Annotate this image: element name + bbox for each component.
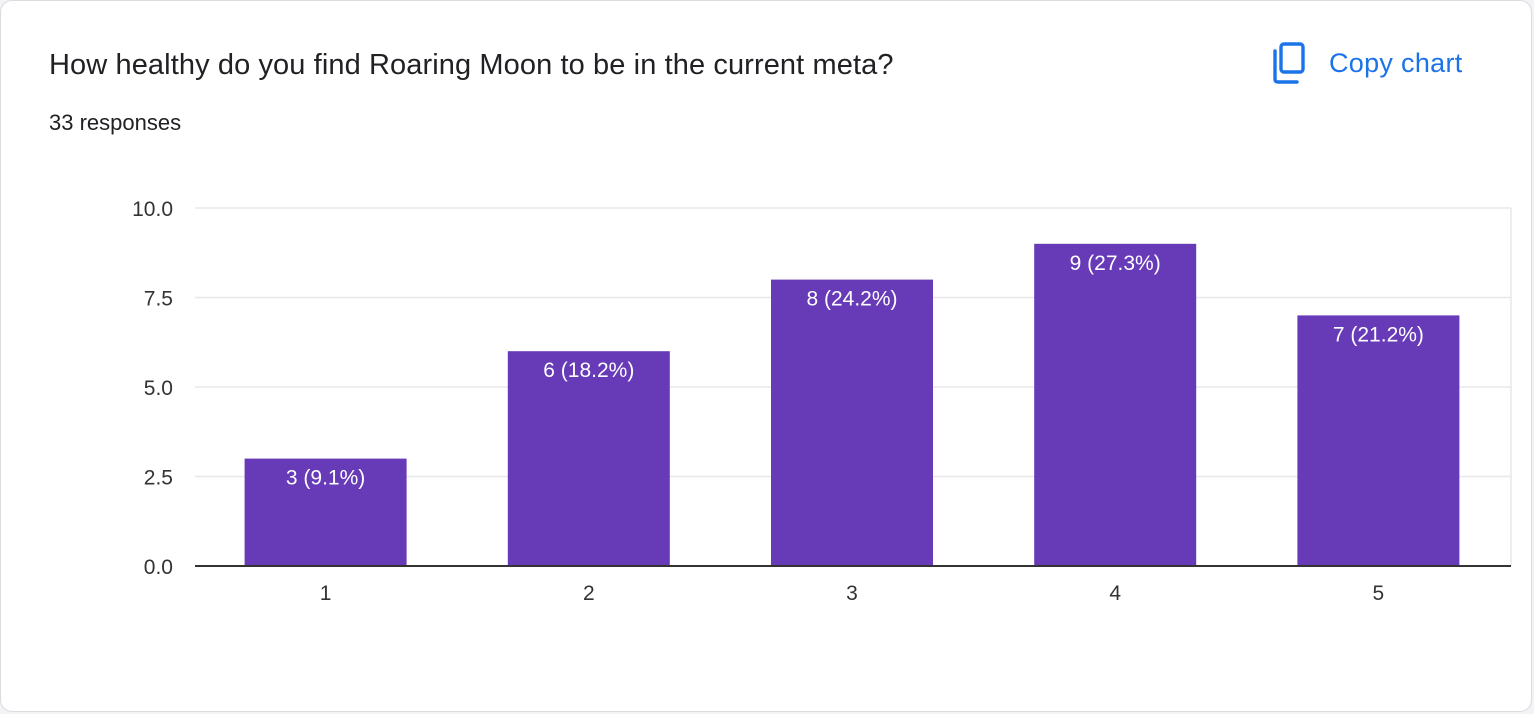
- bar: [507, 351, 670, 566]
- x-tick-label: 3: [846, 582, 858, 605]
- x-tick-label: 4: [1109, 582, 1121, 605]
- x-tick-label: 2: [583, 582, 595, 605]
- copy-chart-label: Copy chart: [1329, 47, 1463, 78]
- y-tick-label: 0.0: [144, 556, 173, 579]
- copy-chart-button[interactable]: Copy chart: [1263, 37, 1471, 89]
- question-title: How healthy do you find Roaring Moon to …: [49, 49, 894, 81]
- bar-data-label: 8 (24.2%): [806, 288, 897, 311]
- bar-data-label: 9 (27.3%): [1070, 252, 1161, 275]
- bar: [1034, 243, 1197, 567]
- x-tick-label: 1: [320, 582, 332, 605]
- y-tick-label: 5.0: [144, 377, 173, 400]
- x-tick-label: 5: [1373, 582, 1385, 605]
- bar-data-label: 6 (18.2%): [543, 359, 634, 382]
- bar: [771, 279, 933, 566]
- responses-count: 33 responses: [49, 110, 182, 135]
- bar: [1297, 315, 1460, 566]
- y-tick-label: 7.5: [144, 288, 173, 311]
- bar-data-label: 7 (21.2%): [1333, 323, 1424, 346]
- copy-icon: [1273, 42, 1305, 84]
- y-tick-label: 10.0: [132, 198, 173, 221]
- y-tick-label: 2.5: [144, 467, 173, 490]
- bar-data-label: 3 (9.1%): [286, 467, 365, 490]
- bar: [244, 458, 407, 566]
